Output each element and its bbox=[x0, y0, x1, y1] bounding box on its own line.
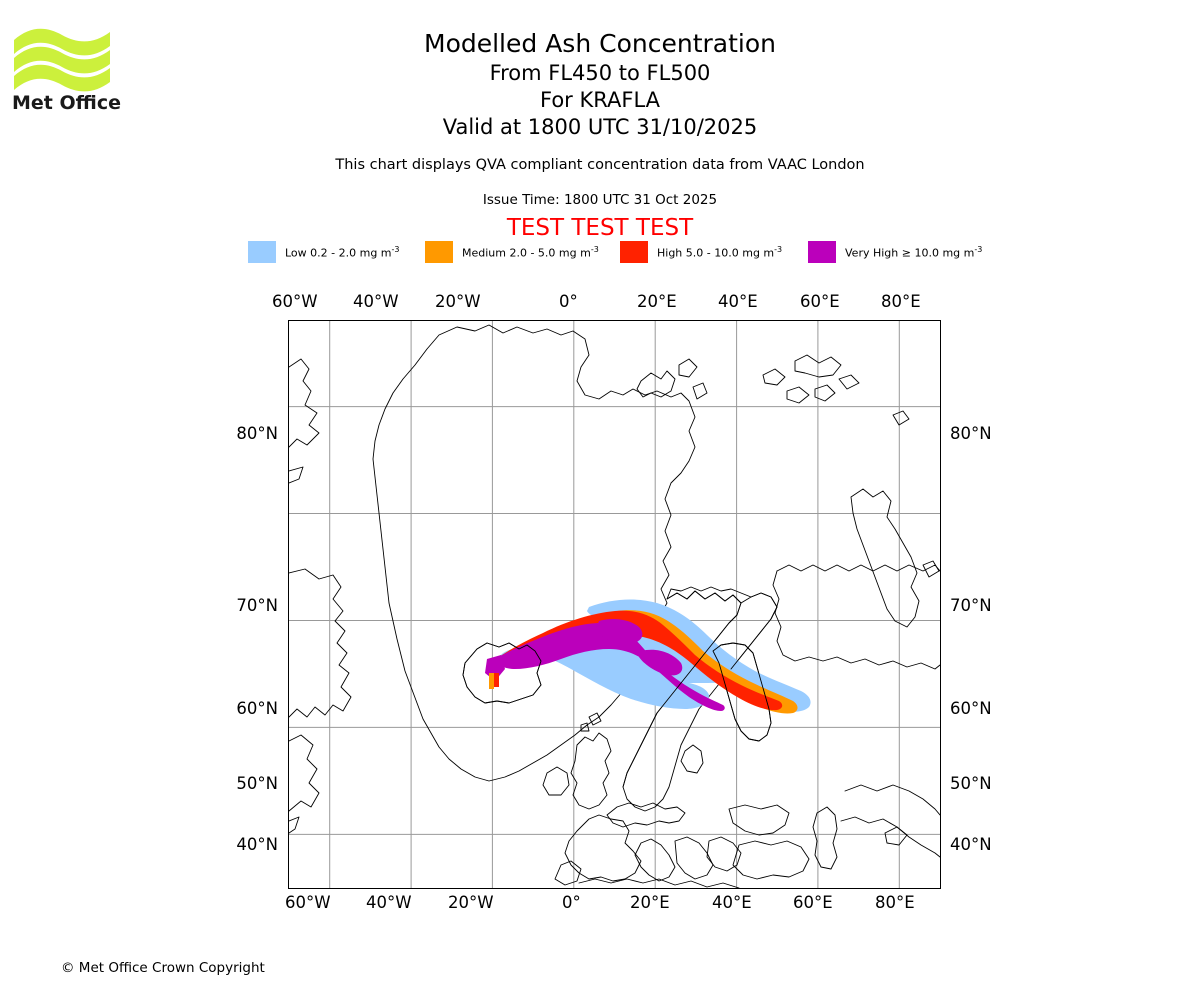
coastlines-overlay bbox=[462, 590, 778, 788]
lat-tick-right-2: 60°N bbox=[950, 699, 992, 718]
lon-tick-bottom-6: 60°E bbox=[793, 893, 833, 912]
map-gridlines bbox=[289, 321, 940, 888]
lat-tick-right-1: 70°N bbox=[950, 596, 992, 615]
lon-tick-bottom-5: 40°E bbox=[712, 893, 752, 912]
issue-time: Issue Time: 1800 UTC 31 Oct 2025 bbox=[482, 192, 718, 208]
lat-tick-left-4: 40°N bbox=[236, 835, 278, 854]
copyright-notice: © Met Office Crown Copyright bbox=[61, 960, 265, 976]
legend-swatch-very-high bbox=[808, 241, 836, 263]
map-plot-area[interactable] bbox=[288, 320, 941, 889]
logo-wordmark: Met Office bbox=[12, 92, 121, 112]
lon-tick-top-6: 60°E bbox=[800, 292, 840, 311]
met-office-waves-icon: Met Office bbox=[12, 28, 121, 112]
map-canvas bbox=[289, 321, 940, 888]
test-banner: TEST TEST TEST bbox=[506, 215, 694, 241]
lon-tick-bottom-2: 20°W bbox=[448, 893, 494, 912]
plume-core-patch-2 bbox=[639, 649, 683, 676]
plume-core-patch-1 bbox=[595, 619, 643, 644]
legend-medium: Medium 2.0 - 5.0 mg m-3 bbox=[425, 240, 599, 264]
lat-tick-right-0: 80°N bbox=[950, 424, 992, 443]
legend-label-high: High 5.0 - 10.0 mg m-3 bbox=[657, 244, 783, 260]
met-office-logo: Met Office bbox=[12, 22, 132, 112]
legend-swatch-low bbox=[248, 241, 276, 263]
lat-tick-left-3: 50°N bbox=[236, 774, 278, 793]
legend-swatch-high bbox=[620, 241, 648, 263]
lon-tick-top-7: 80°E bbox=[881, 292, 921, 311]
source-stripe-red bbox=[494, 673, 499, 687]
legend-label-medium: Medium 2.0 - 5.0 mg m-3 bbox=[462, 244, 599, 260]
lat-tick-left-2: 60°N bbox=[236, 699, 278, 718]
legend-high: High 5.0 - 10.0 mg m-3 bbox=[620, 240, 782, 264]
lon-tick-top-4: 20°E bbox=[637, 292, 677, 311]
legend-label-very-high: Very High ≥ 10.0 mg m-3 bbox=[845, 244, 983, 260]
lat-tick-right-4: 40°N bbox=[950, 835, 992, 854]
lon-tick-top-5: 40°E bbox=[718, 292, 758, 311]
concentration-legend: Low 0.2 - 2.0 mg m-3 Medium 2.0 - 5.0 mg… bbox=[248, 240, 993, 264]
lon-tick-bottom-4: 20°E bbox=[630, 893, 670, 912]
title-line-3: For KRAFLA bbox=[540, 88, 660, 112]
lon-tick-top-2: 20°W bbox=[435, 292, 481, 311]
source-stripe-orange bbox=[489, 673, 494, 689]
lon-tick-bottom-1: 40°W bbox=[366, 893, 412, 912]
plume-very-high-core bbox=[493, 623, 725, 711]
ash-plume bbox=[485, 599, 811, 714]
lon-tick-bottom-7: 80°E bbox=[875, 893, 915, 912]
title-line-4: Valid at 1800 UTC 31/10/2025 bbox=[442, 115, 758, 139]
lat-tick-left-0: 80°N bbox=[236, 424, 278, 443]
lon-tick-top-1: 40°W bbox=[353, 292, 399, 311]
title-line-2: From FL450 to FL500 bbox=[489, 61, 711, 85]
page-title: Modelled Ash Concentration From FL450 to… bbox=[0, 28, 1200, 141]
chart-subtitle: This chart displays QVA compliant concen… bbox=[335, 157, 865, 173]
lon-tick-top-0: 60°W bbox=[272, 292, 318, 311]
lon-tick-bottom-3: 0° bbox=[562, 893, 581, 912]
title-line-1: Modelled Ash Concentration bbox=[424, 29, 776, 58]
lat-tick-right-3: 50°N bbox=[950, 774, 992, 793]
lat-tick-left-1: 70°N bbox=[236, 596, 278, 615]
lon-tick-top-3: 0° bbox=[559, 292, 578, 311]
legend-swatch-medium bbox=[425, 241, 453, 263]
legend-low: Low 0.2 - 2.0 mg m-3 bbox=[248, 240, 400, 264]
legend-label-low: Low 0.2 - 2.0 mg m-3 bbox=[285, 244, 400, 260]
legend-very-high: Very High ≥ 10.0 mg m-3 bbox=[808, 240, 982, 264]
lon-tick-bottom-0: 60°W bbox=[285, 893, 331, 912]
